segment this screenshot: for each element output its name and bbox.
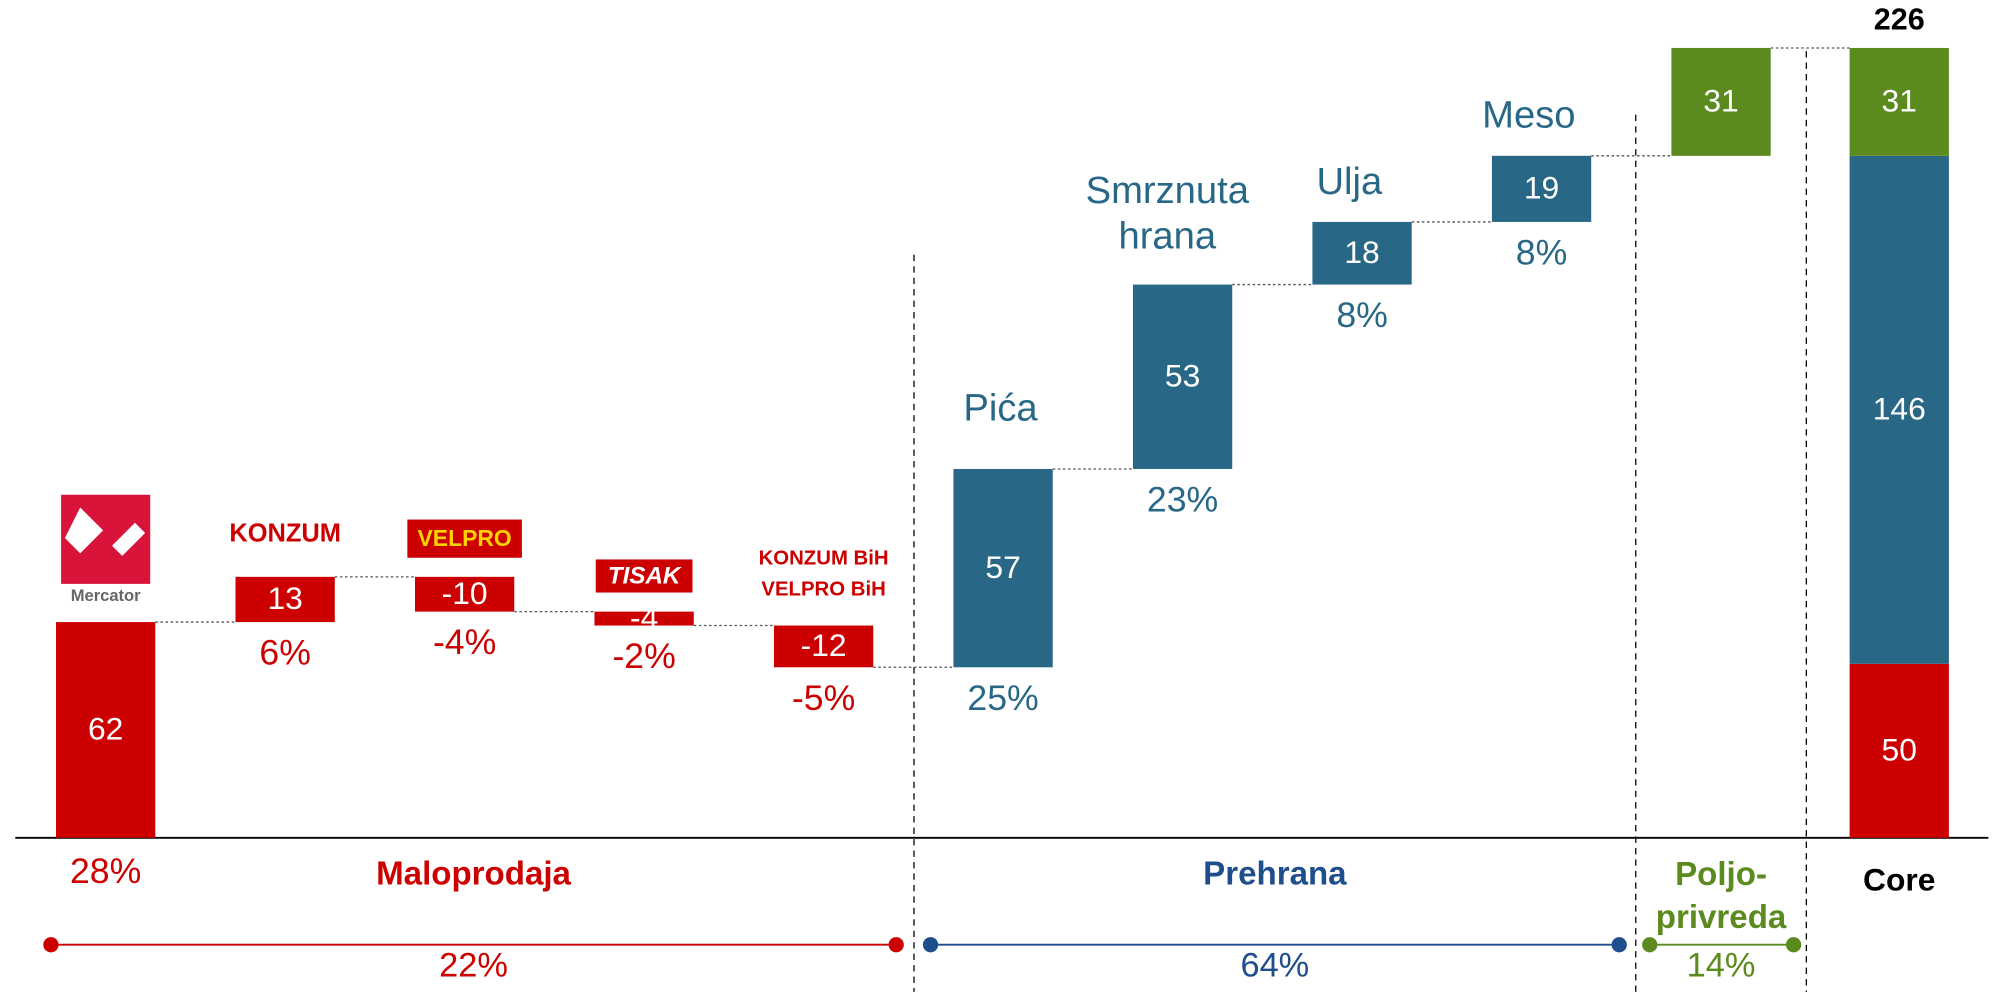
bracket-end [1642, 937, 1658, 953]
bracket-end [888, 937, 904, 953]
bracket-end [1611, 937, 1627, 953]
logo-box [595, 559, 693, 593]
logo: VELPRO [418, 525, 512, 551]
total-segment [1849, 155, 1949, 664]
value-label: -10 [442, 575, 488, 611]
value-label: 31 [1703, 83, 1738, 119]
category-label: Pića [963, 386, 1038, 429]
category-label: Ulja [1316, 160, 1383, 203]
share-label: 23% [1147, 479, 1218, 519]
value-label: -12 [801, 627, 847, 663]
group-line: Poljo- [1675, 856, 1767, 893]
bar [56, 622, 156, 838]
share-label: 6% [259, 633, 311, 673]
value-label: 62 [88, 711, 123, 747]
bar [1671, 47, 1771, 156]
bracket-end [43, 937, 59, 953]
bar [953, 468, 1053, 668]
category-label: Smrznuta hrana [1086, 169, 1250, 258]
bar [1491, 155, 1592, 222]
value-label: 50 [1882, 731, 1917, 767]
category-label: Meso [1482, 94, 1575, 137]
value-label: 19 [1524, 170, 1559, 206]
bar [414, 576, 515, 612]
logo: Mercator [71, 586, 141, 605]
value-label: -4 [630, 599, 658, 635]
share-label: -2% [612, 636, 675, 676]
logo: KONZUM [229, 520, 341, 548]
total-label: 226 [1874, 2, 1925, 36]
total-name: Core [1863, 862, 1935, 898]
share-label: -5% [792, 678, 855, 718]
bar [594, 611, 694, 626]
group-share: 14% [1687, 947, 1756, 985]
bracket-end [1785, 937, 1802, 953]
value-label: 57 [985, 549, 1020, 585]
bar [235, 576, 335, 623]
share-label: 28% [70, 851, 141, 891]
group-share: 22% [439, 947, 508, 985]
group-name: Prehrana [1203, 856, 1347, 893]
group-name: Poljo-privreda [1656, 856, 1787, 936]
bar [1312, 221, 1412, 285]
value-label: 146 [1873, 390, 1926, 426]
logo-box [407, 519, 522, 558]
total-segment [1849, 47, 1949, 156]
group-line: privreda [1656, 899, 1787, 936]
logo: TISAK [608, 563, 682, 590]
category-line: Smrznuta [1086, 169, 1250, 212]
value-label: 18 [1344, 234, 1379, 270]
bar [773, 625, 874, 668]
share-label: 8% [1336, 295, 1388, 335]
logo: KONZUM BiH [759, 548, 889, 570]
share-label: 25% [967, 678, 1038, 718]
value-label: 13 [267, 580, 302, 616]
bar [1132, 284, 1233, 469]
category-line: hrana [1118, 215, 1216, 258]
value-label: 53 [1165, 357, 1200, 393]
group-share: 64% [1240, 947, 1309, 985]
bracket-end [922, 937, 939, 953]
logo-mark [64, 507, 146, 556]
share-label: 8% [1516, 232, 1568, 272]
group-name: Maloprodaja [376, 856, 571, 893]
total-segment [1849, 663, 1949, 838]
value-label: 31 [1882, 83, 1917, 119]
logo: VELPRO BiH [761, 578, 885, 600]
share-label: -4% [433, 622, 496, 662]
